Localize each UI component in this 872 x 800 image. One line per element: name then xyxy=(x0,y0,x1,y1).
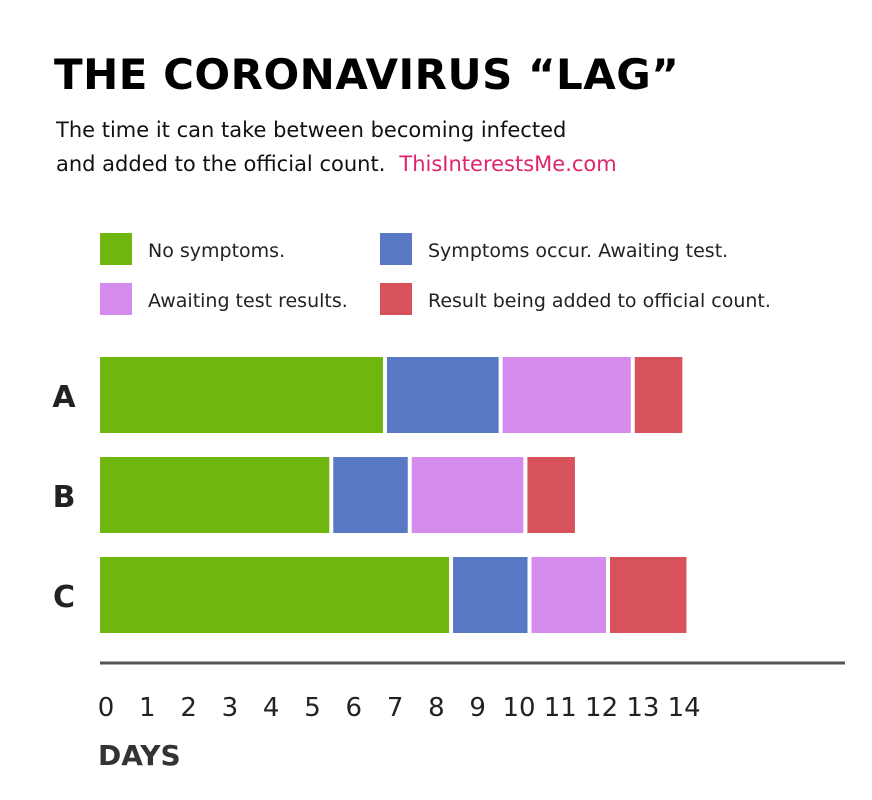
x-tick-label: 12 xyxy=(585,693,618,723)
legend-label-awaiting-results: Awaiting test results. xyxy=(148,290,348,312)
chart-subtitle-line-2: and added to the official count. ThisInte… xyxy=(56,152,617,176)
bar-c-awaiting-test xyxy=(453,557,528,633)
bar-a-no-symptoms xyxy=(100,357,383,433)
legend-label-added-to-count: Result being added to official count. xyxy=(428,290,771,312)
bar-b-awaiting-results xyxy=(411,457,524,533)
legend-label-no-symptoms: No symptoms. xyxy=(148,240,285,262)
row-label-b: B xyxy=(53,480,76,515)
x-tick-label: 8 xyxy=(428,693,445,723)
x-tick-label: 3 xyxy=(222,693,239,723)
chart-bars: A B C xyxy=(52,357,687,633)
bar-a-awaiting-test xyxy=(386,357,499,433)
row-label-a: A xyxy=(52,380,76,415)
row-label-c: C xyxy=(53,580,75,615)
chart-subtitle-line-1: The time it can take between becoming in… xyxy=(56,118,567,142)
bar-b-no-symptoms xyxy=(100,457,330,533)
x-axis-label: DAYS xyxy=(98,739,181,772)
x-tick-label: 6 xyxy=(346,693,363,723)
x-tick-label: 11 xyxy=(544,693,577,723)
x-tick-label: 1 xyxy=(139,693,156,723)
x-tick-label: 5 xyxy=(304,693,321,723)
brand-link[interactable]: ThisInterestsMe.com xyxy=(399,152,617,176)
x-tick-label: 9 xyxy=(469,693,486,723)
legend-swatch-added-to-count xyxy=(380,283,412,315)
bar-c-no-symptoms xyxy=(100,557,450,633)
x-tick-label: 10 xyxy=(502,693,535,723)
x-tick-label: 7 xyxy=(387,693,404,723)
bar-c-added-to-count xyxy=(609,557,687,633)
chart-legend: No symptoms. Symptoms occur. Awaiting tes… xyxy=(100,233,771,315)
bar-c-awaiting-results xyxy=(531,557,606,633)
legend-label-awaiting-test: Symptoms occur. Awaiting test. xyxy=(428,240,728,262)
x-tick-label: 13 xyxy=(626,693,659,723)
legend-swatch-awaiting-results xyxy=(100,283,132,315)
x-tick-label: 0 xyxy=(98,693,115,723)
x-tick-label: 2 xyxy=(180,693,197,723)
legend-swatch-no-symptoms xyxy=(100,233,132,265)
x-tick-label: 4 xyxy=(263,693,280,723)
bar-a-added-to-count xyxy=(634,357,683,433)
x-tick-label: 14 xyxy=(668,693,701,723)
chart-subtitle-text: and added to the official count. xyxy=(56,152,386,176)
bar-b-added-to-count xyxy=(527,457,575,533)
legend-swatch-awaiting-test xyxy=(380,233,412,265)
bar-a-awaiting-results xyxy=(502,357,631,433)
bar-b-awaiting-test xyxy=(333,457,408,533)
chart-title: THE CORONAVIRUS “LAG” xyxy=(54,50,680,99)
